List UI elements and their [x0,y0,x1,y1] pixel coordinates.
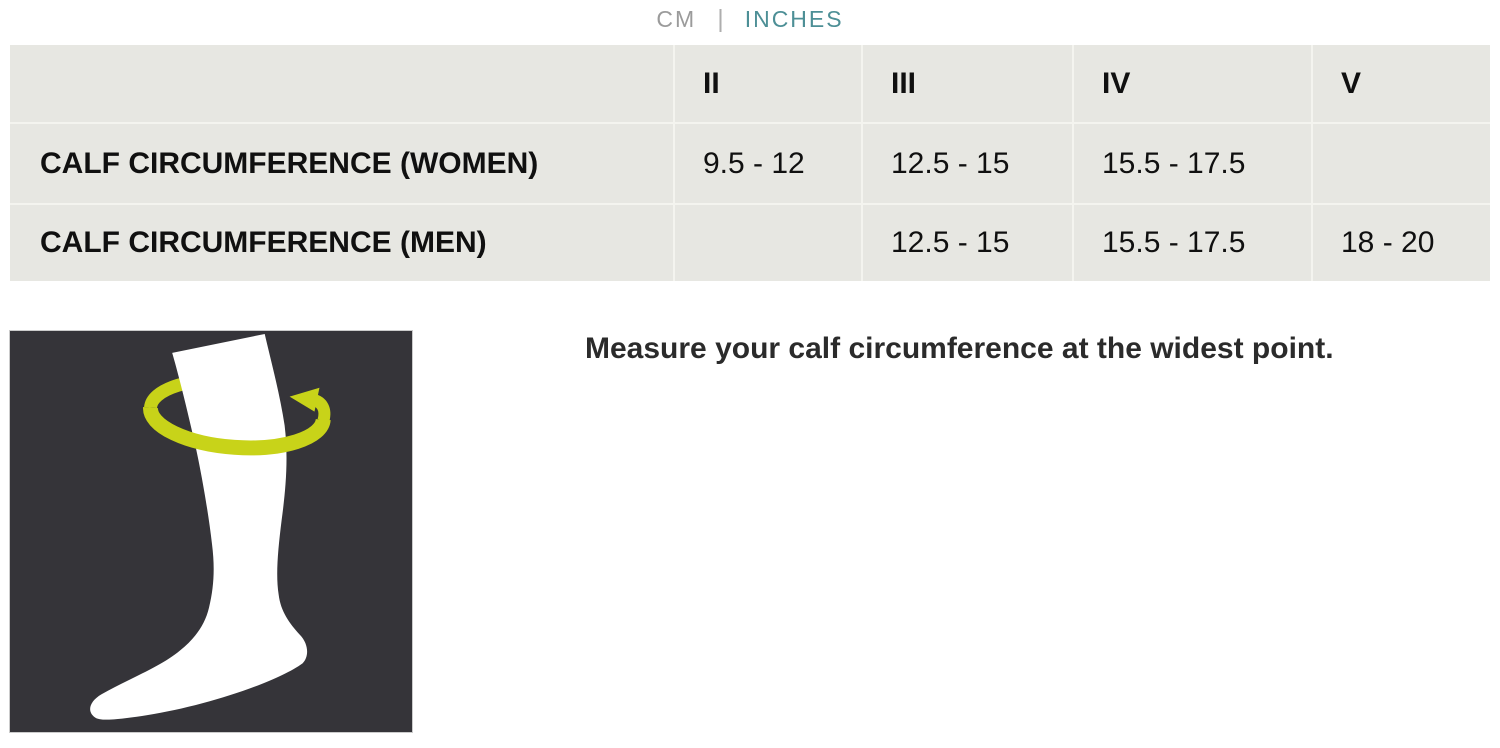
header-empty-cell [10,45,674,123]
header-size-iii: III [861,45,1073,123]
measure-instruction: Measure your calf circumference at the w… [585,332,1334,365]
cell-men-size-iv: 15.5 - 17.5 [1072,204,1312,281]
sock-silhouette [90,333,308,720]
calf-measurement-figure [9,330,413,733]
calf-measurement-illustration [10,331,412,732]
header-size-iv: IV [1072,45,1312,123]
size-table: II III IV V CALF CIRCUMFERENCE (WOMEN) 9… [10,45,1490,281]
measure-arrowhead-icon [289,387,320,412]
cell-men-size-ii [673,204,862,281]
unit-cm-button[interactable]: CM [656,6,697,32]
row-label-calf-men: CALF CIRCUMFERENCE (MEN) [40,226,487,259]
table-row-calf-men: CALF CIRCUMFERENCE (MEN) 12.5 - 15 15.5 … [10,204,1490,281]
cell-men-size-iii: 12.5 - 15 [861,204,1073,281]
cell-women-size-ii: 9.5 - 12 [673,123,862,204]
cell-women-size-iv: 15.5 - 17.5 [1072,123,1312,204]
cell-women-size-iii: 12.5 - 15 [861,123,1073,204]
unit-toggle: CM | INCHES [0,4,1500,34]
row-label-calf-women: CALF CIRCUMFERENCE (WOMEN) [40,146,539,180]
cell-women-size-v [1311,123,1490,204]
cell-men-size-v: 18 - 20 [1311,204,1490,281]
table-row-calf-women: CALF CIRCUMFERENCE (WOMEN) 9.5 - 12 12.5… [10,123,1490,204]
header-size-v: V [1311,45,1490,123]
header-size-ii: II [673,45,862,123]
unit-inches-button[interactable]: INCHES [744,6,844,32]
measure-loop-front-arc [143,407,331,456]
size-table-header-row: II III IV V [10,45,1490,123]
unit-toggle-divider: | [717,5,724,33]
